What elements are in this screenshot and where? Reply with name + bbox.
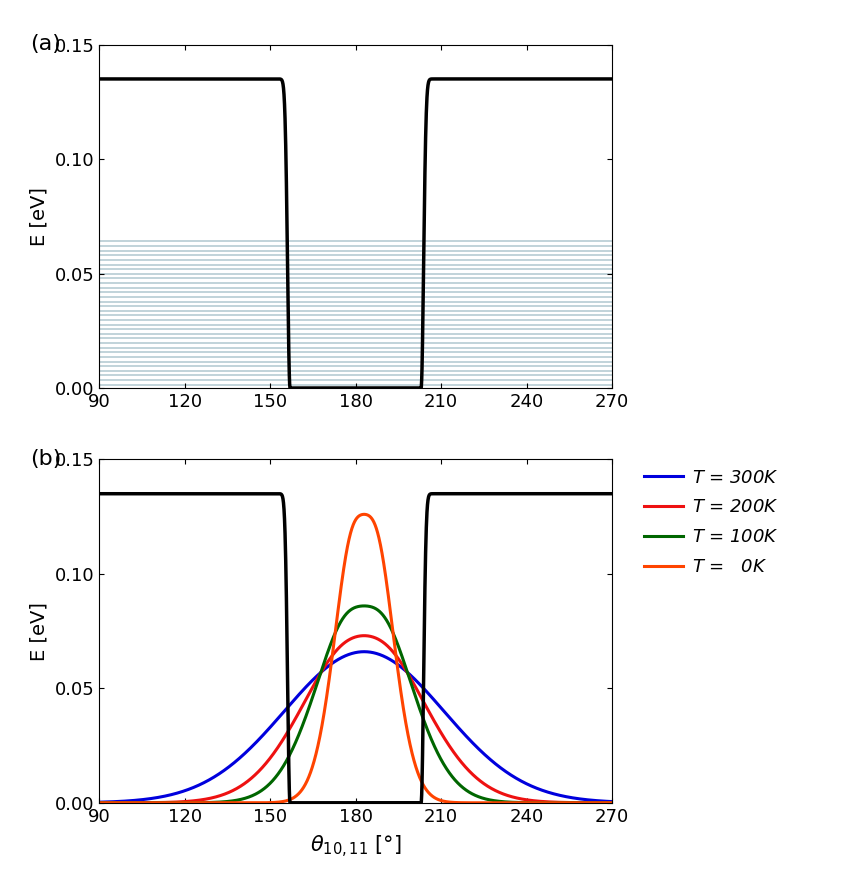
X-axis label: $\theta_{10,11}$ [°]: $\theta_{10,11}$ [°] <box>309 834 401 860</box>
Y-axis label: E [eV]: E [eV] <box>30 186 49 246</box>
Y-axis label: E [eV]: E [eV] <box>30 601 49 661</box>
Text: (a): (a) <box>30 34 60 54</box>
Text: (b): (b) <box>30 449 61 469</box>
Legend: $T$ = 300K, $T$ = 200K, $T$ = 100K, $T$ =   0K: $T$ = 300K, $T$ = 200K, $T$ = 100K, $T$ … <box>635 461 785 583</box>
